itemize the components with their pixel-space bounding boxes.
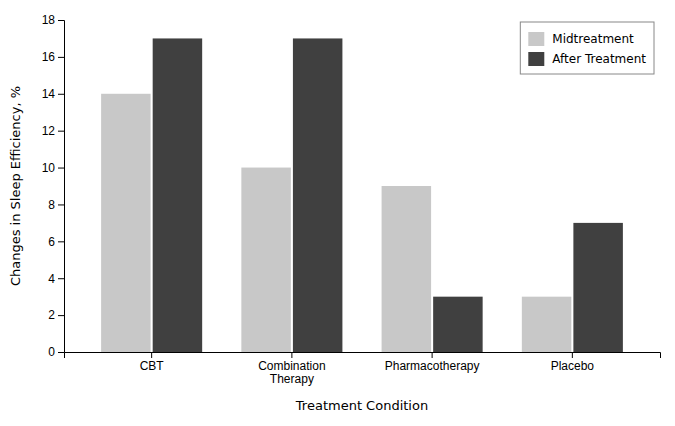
legend-label: After Treatment: [552, 52, 646, 66]
plot-area: 0 2 4 6 8 10 12 14 16 18 CBT CombinationTherapy Phar…: [8, 13, 661, 413]
x-axis-line: [65, 353, 661, 359]
y-tick-mark: [58, 131, 64, 132]
bars: [101, 38, 623, 352]
bar: [241, 168, 290, 352]
y-axis-line: [58, 21, 65, 353]
y-tick: 18: [42, 13, 64, 27]
bar: [433, 297, 482, 352]
x-tick: Pharmacotherapy: [385, 352, 480, 373]
y-tick: 0: [48, 345, 64, 359]
chart-svg: 0 2 4 6 8 10 12 14 16 18 CBT CombinationTherapy Phar…: [0, 0, 675, 426]
x-tick-label-line: CBT: [140, 359, 165, 373]
x-tick-label: CombinationTherapy: [258, 359, 325, 387]
y-tick-mark: [58, 278, 64, 279]
y-tick-label: 16: [42, 50, 56, 64]
y-tick: 12: [42, 124, 64, 138]
x-tick-mark: [432, 352, 433, 358]
x-tick-label-line: Therapy: [270, 372, 314, 386]
y-tick-label: 14: [42, 87, 56, 101]
legend: Midtreatment After Treatment: [520, 22, 654, 74]
x-tick: CombinationTherapy: [258, 352, 325, 386]
y-tick: 8: [48, 198, 64, 212]
x-axis-title: Treatment Condition: [295, 398, 428, 413]
bar: [101, 94, 150, 352]
y-tick: 14: [42, 87, 64, 101]
y-tick-mark: [58, 94, 64, 95]
y-tick-mark: [58, 204, 64, 205]
y-tick-mark: [58, 241, 64, 242]
bar-series: [153, 38, 623, 352]
y-axis: 0 2 4 6 8 10 12 14 16 18: [42, 13, 65, 359]
chart-container: 0 2 4 6 8 10 12 14 16 18 CBT CombinationTherapy Phar…: [0, 0, 675, 426]
x-tick-label-line: Pharmacotherapy: [385, 359, 480, 373]
y-tick-label: 8: [48, 198, 55, 212]
y-tick-mark: [58, 352, 64, 353]
x-tick: CBT: [140, 352, 165, 373]
legend-swatch: [528, 32, 544, 46]
y-tick-mark: [58, 168, 64, 169]
bar: [153, 38, 202, 352]
y-tick-label: 18: [42, 13, 56, 27]
y-tick-mark: [58, 20, 64, 21]
y-tick: 4: [48, 272, 64, 286]
y-axis-title: Changes in Sleep Efficiency, %: [8, 86, 23, 286]
y-tick-label: 12: [42, 124, 56, 138]
y-tick: 16: [42, 50, 64, 64]
x-tick-label-line: Combination: [258, 359, 325, 373]
bar: [293, 38, 342, 352]
y-tick-label: 0: [48, 345, 55, 359]
y-tick-mark: [58, 315, 64, 316]
x-tick-mark: [151, 352, 152, 358]
x-tick-label: Placebo: [551, 359, 595, 373]
x-tick-mark: [291, 352, 292, 358]
y-tick-label: 6: [48, 235, 55, 249]
legend-label: Midtreatment: [552, 32, 634, 46]
legend-swatch: [528, 52, 544, 66]
x-tick-mark: [572, 352, 573, 358]
x-tick-label: CBT: [140, 359, 165, 373]
y-tick-label: 10: [42, 161, 56, 175]
y-tick-mark: [58, 57, 64, 58]
x-tick-label: Pharmacotherapy: [385, 359, 480, 373]
bar: [573, 223, 622, 352]
x-tick: Placebo: [551, 352, 595, 373]
x-tick-label-line: Placebo: [551, 359, 595, 373]
bar: [382, 186, 431, 352]
y-tick: 6: [48, 235, 64, 249]
y-tick: 10: [42, 161, 64, 175]
bar: [522, 297, 571, 352]
y-tick-label: 2: [48, 308, 55, 322]
y-tick-label: 4: [48, 272, 55, 286]
y-tick: 2: [48, 308, 64, 322]
legend-frame: [520, 22, 654, 74]
x-axis: CBT CombinationTherapy Pharmacotherapy Plac…: [65, 352, 661, 386]
